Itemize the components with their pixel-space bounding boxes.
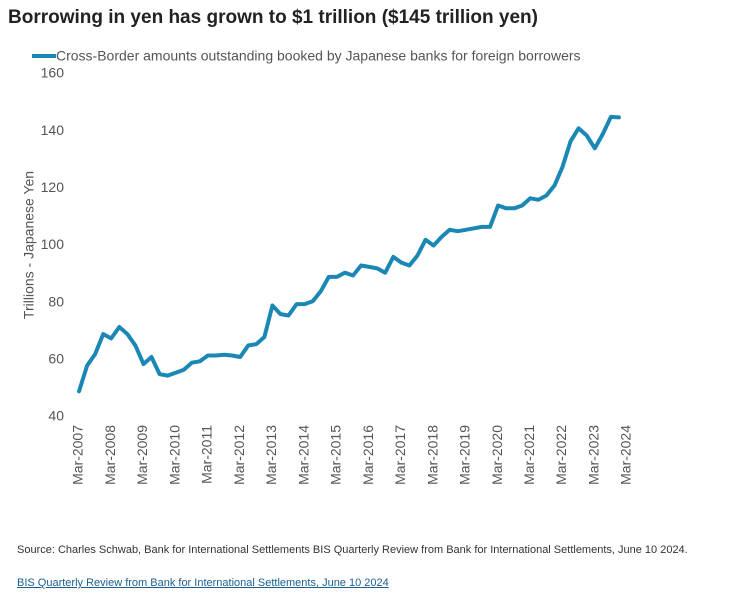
chart: Borrowing in yen has grown to $1 trillio… [8, 7, 634, 485]
y-tick-label: 80 [48, 293, 64, 309]
x-tick-label: Mar-2013 [263, 425, 279, 485]
legend-label: Cross-Border amounts outstanding booked … [56, 48, 581, 64]
y-tick-label: 120 [41, 179, 65, 195]
x-tick-label: Mar-2018 [424, 425, 440, 485]
x-tick-label: Mar-2016 [360, 425, 376, 485]
x-tick-label: Mar-2020 [489, 425, 505, 485]
x-tick-label: Mar-2014 [295, 425, 311, 485]
x-tick-label: Mar-2008 [102, 425, 118, 485]
y-tick-label: 60 [48, 351, 64, 367]
x-tick-label: Mar-2011 [199, 425, 215, 484]
x-tick-label: Mar-2024 [618, 425, 634, 485]
x-tick-label: Mar-2021 [521, 425, 537, 485]
x-tick-label: Mar-2015 [328, 425, 344, 485]
y-tick-label: 40 [48, 408, 64, 424]
y-tick-label: 100 [41, 236, 65, 252]
series-line [77, 114, 621, 394]
link[interactable]: BIS Quarterly Review from Bank for Inter… [17, 577, 389, 589]
x-tick-label: Mar-2009 [134, 425, 150, 485]
x-tick-label: Mar-2022 [553, 425, 569, 485]
x-tick-label: Mar-2007 [70, 425, 86, 485]
x-tick-label: Mar-2010 [166, 425, 182, 485]
x-tick-label: Mar-2023 [585, 425, 601, 485]
x-tick-label: Mar-2012 [231, 425, 247, 485]
y-tick-label: 140 [41, 122, 65, 138]
x-tick-label: Mar-2017 [392, 425, 408, 485]
y-axis-label: Trillions - Japanese Yen [21, 171, 37, 319]
y-tick-label: 160 [41, 65, 65, 81]
chart-title: Borrowing in yen has grown to $1 trillio… [8, 7, 538, 28]
source: Source: Charles Schwab, Bank for Interna… [17, 544, 688, 556]
x-tick-label: Mar-2019 [457, 425, 473, 485]
